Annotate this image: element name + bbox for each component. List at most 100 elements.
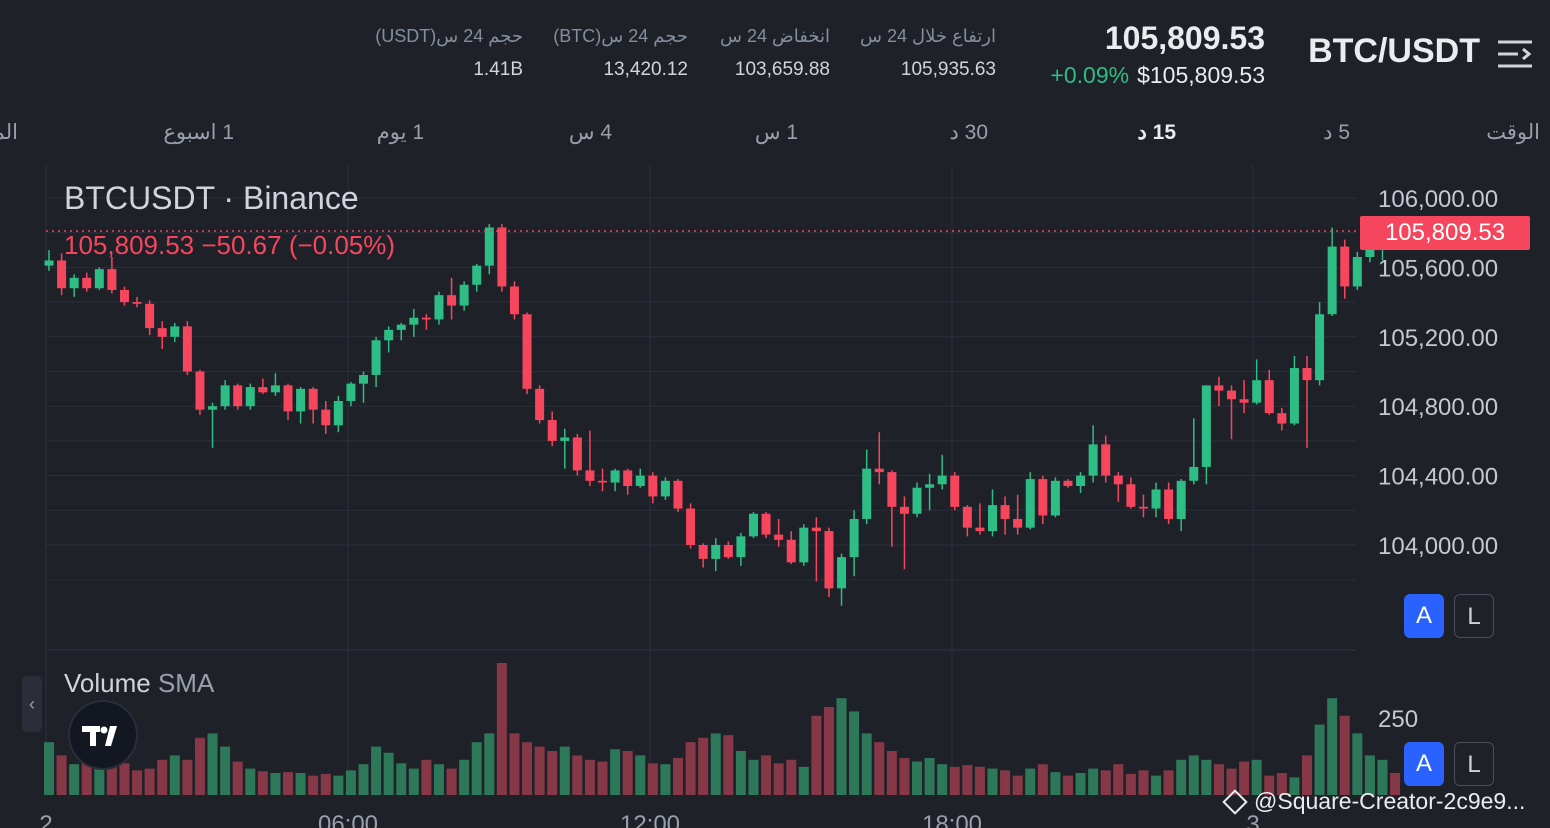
- volume-bar: [798, 766, 809, 795]
- volume-bar: [1163, 770, 1174, 795]
- candle-body: [811, 527, 821, 532]
- candle-body: [874, 468, 884, 473]
- stat-value: 105,935.63: [900, 59, 996, 80]
- candle-body: [1227, 390, 1237, 400]
- menu-icon[interactable]: [1496, 38, 1534, 70]
- time-tick-label: 3: [1246, 811, 1259, 828]
- candle-body: [736, 536, 746, 558]
- price-tick-label: 104,400.00: [1378, 464, 1498, 491]
- volume-bar: [1025, 768, 1036, 795]
- volume-bar: [949, 766, 960, 795]
- time-tick-label: 18:00: [922, 811, 982, 828]
- candle-body: [535, 388, 545, 421]
- collapse-toolbar-button[interactable]: ‹: [22, 676, 42, 732]
- volume-bar: [584, 759, 595, 795]
- volume-bar: [987, 768, 998, 795]
- volume-bar: [207, 733, 218, 795]
- candle-body: [497, 227, 507, 287]
- volume-bar: [182, 759, 193, 795]
- auto-scale-button[interactable]: A: [1404, 594, 1444, 638]
- volume-bar: [786, 759, 797, 795]
- candle-body: [270, 385, 280, 393]
- volume-bar: [861, 733, 872, 795]
- volume-bar: [144, 768, 155, 795]
- tab-30m[interactable]: 30 د: [949, 121, 988, 144]
- volume-bar: [937, 764, 948, 795]
- candle-body: [1063, 480, 1073, 487]
- binance-icon: [1222, 789, 1248, 815]
- pair-name[interactable]: BTC/USDT: [1308, 32, 1480, 70]
- volume-bar: [308, 775, 319, 795]
- volume-bar: [1125, 773, 1136, 795]
- volume-bar: [572, 755, 583, 795]
- volume-bar: [1012, 775, 1023, 795]
- candle-body: [1315, 314, 1325, 381]
- candle-body: [1151, 489, 1161, 509]
- volume-bar: [1188, 755, 1199, 795]
- candle-body: [1088, 444, 1098, 476]
- candle-body: [686, 508, 696, 545]
- candle-body: [1138, 506, 1148, 509]
- tab-more[interactable]: الم: [0, 121, 18, 144]
- tab-5m[interactable]: 5 د: [1323, 121, 1350, 144]
- price-usd: $105,809.53: [1137, 62, 1265, 88]
- candle-body: [560, 437, 570, 441]
- candle-body: [233, 385, 243, 407]
- tab-1d[interactable]: 1 يوم: [376, 121, 424, 144]
- volume-bar: [849, 711, 860, 795]
- stat-value: 1.41B: [473, 59, 523, 80]
- volume-bar: [710, 733, 721, 795]
- volume-bar: [1314, 724, 1325, 795]
- volume-auto-scale-button[interactable]: A: [1404, 742, 1444, 786]
- candle-body: [522, 314, 532, 389]
- volume-bar: [132, 770, 143, 795]
- volume-bar: [408, 768, 419, 795]
- stat-label: ارتفاع خلال 24 س: [860, 26, 996, 46]
- volume-bar: [1000, 770, 1011, 795]
- volume-bar: [295, 773, 306, 795]
- tab-1w[interactable]: 1 اسبوع: [163, 121, 234, 144]
- candle-body: [799, 527, 809, 563]
- candle-body: [509, 286, 519, 315]
- tab-time[interactable]: الوقت: [1486, 121, 1540, 144]
- volume-bar: [748, 759, 759, 795]
- volume-bar: [685, 742, 696, 795]
- volume-bar: [924, 758, 935, 795]
- candle-body: [786, 539, 796, 563]
- candle-body: [396, 324, 406, 330]
- volume-bar: [559, 746, 570, 795]
- volume-bar: [1264, 775, 1275, 795]
- candle-body: [899, 506, 909, 514]
- volume-bar: [1062, 775, 1073, 795]
- price-tick-label: 104,800.00: [1378, 394, 1498, 421]
- candle-body: [1164, 489, 1174, 519]
- volume-bar: [1251, 759, 1262, 795]
- volume-log-scale-button[interactable]: L: [1454, 742, 1494, 786]
- volume-bar: [899, 758, 910, 795]
- candle-body: [57, 260, 67, 289]
- price-tick-label: 105,600.00: [1378, 255, 1498, 282]
- candle-body: [384, 329, 394, 341]
- candles: [44, 222, 1400, 606]
- candle-body: [409, 317, 419, 325]
- volume-bar: [1327, 698, 1338, 795]
- tradingview-logo[interactable]: [68, 700, 138, 770]
- candle-body: [824, 531, 834, 589]
- tab-4h[interactable]: 4 س: [568, 121, 612, 144]
- tab-15m[interactable]: 15 د: [1137, 121, 1176, 144]
- candle-body: [912, 487, 922, 514]
- log-scale-button[interactable]: L: [1454, 594, 1494, 638]
- candle-body: [698, 545, 708, 559]
- candle-body: [1101, 444, 1111, 476]
- tab-1h[interactable]: 1 س: [754, 121, 798, 144]
- candle-body: [371, 340, 381, 375]
- volume-bar: [534, 746, 545, 795]
- candle-body: [572, 437, 582, 471]
- volume-bar: [1088, 768, 1099, 795]
- change-percent: +0.09%: [1050, 62, 1130, 88]
- candle-body: [862, 468, 872, 519]
- candle-body: [145, 303, 155, 329]
- volume-bar: [673, 758, 683, 795]
- volume-bar: [1276, 773, 1287, 795]
